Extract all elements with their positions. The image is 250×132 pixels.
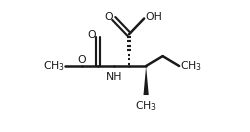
Text: O: O [104, 11, 113, 22]
Text: O: O [78, 55, 86, 65]
Text: CH$_3$: CH$_3$ [43, 59, 65, 73]
Text: NH: NH [106, 72, 122, 82]
Polygon shape [144, 66, 149, 95]
Text: CH$_3$: CH$_3$ [180, 59, 203, 73]
Text: O: O [87, 30, 96, 40]
Text: CH$_3$: CH$_3$ [135, 100, 157, 114]
Text: OH: OH [146, 11, 162, 22]
